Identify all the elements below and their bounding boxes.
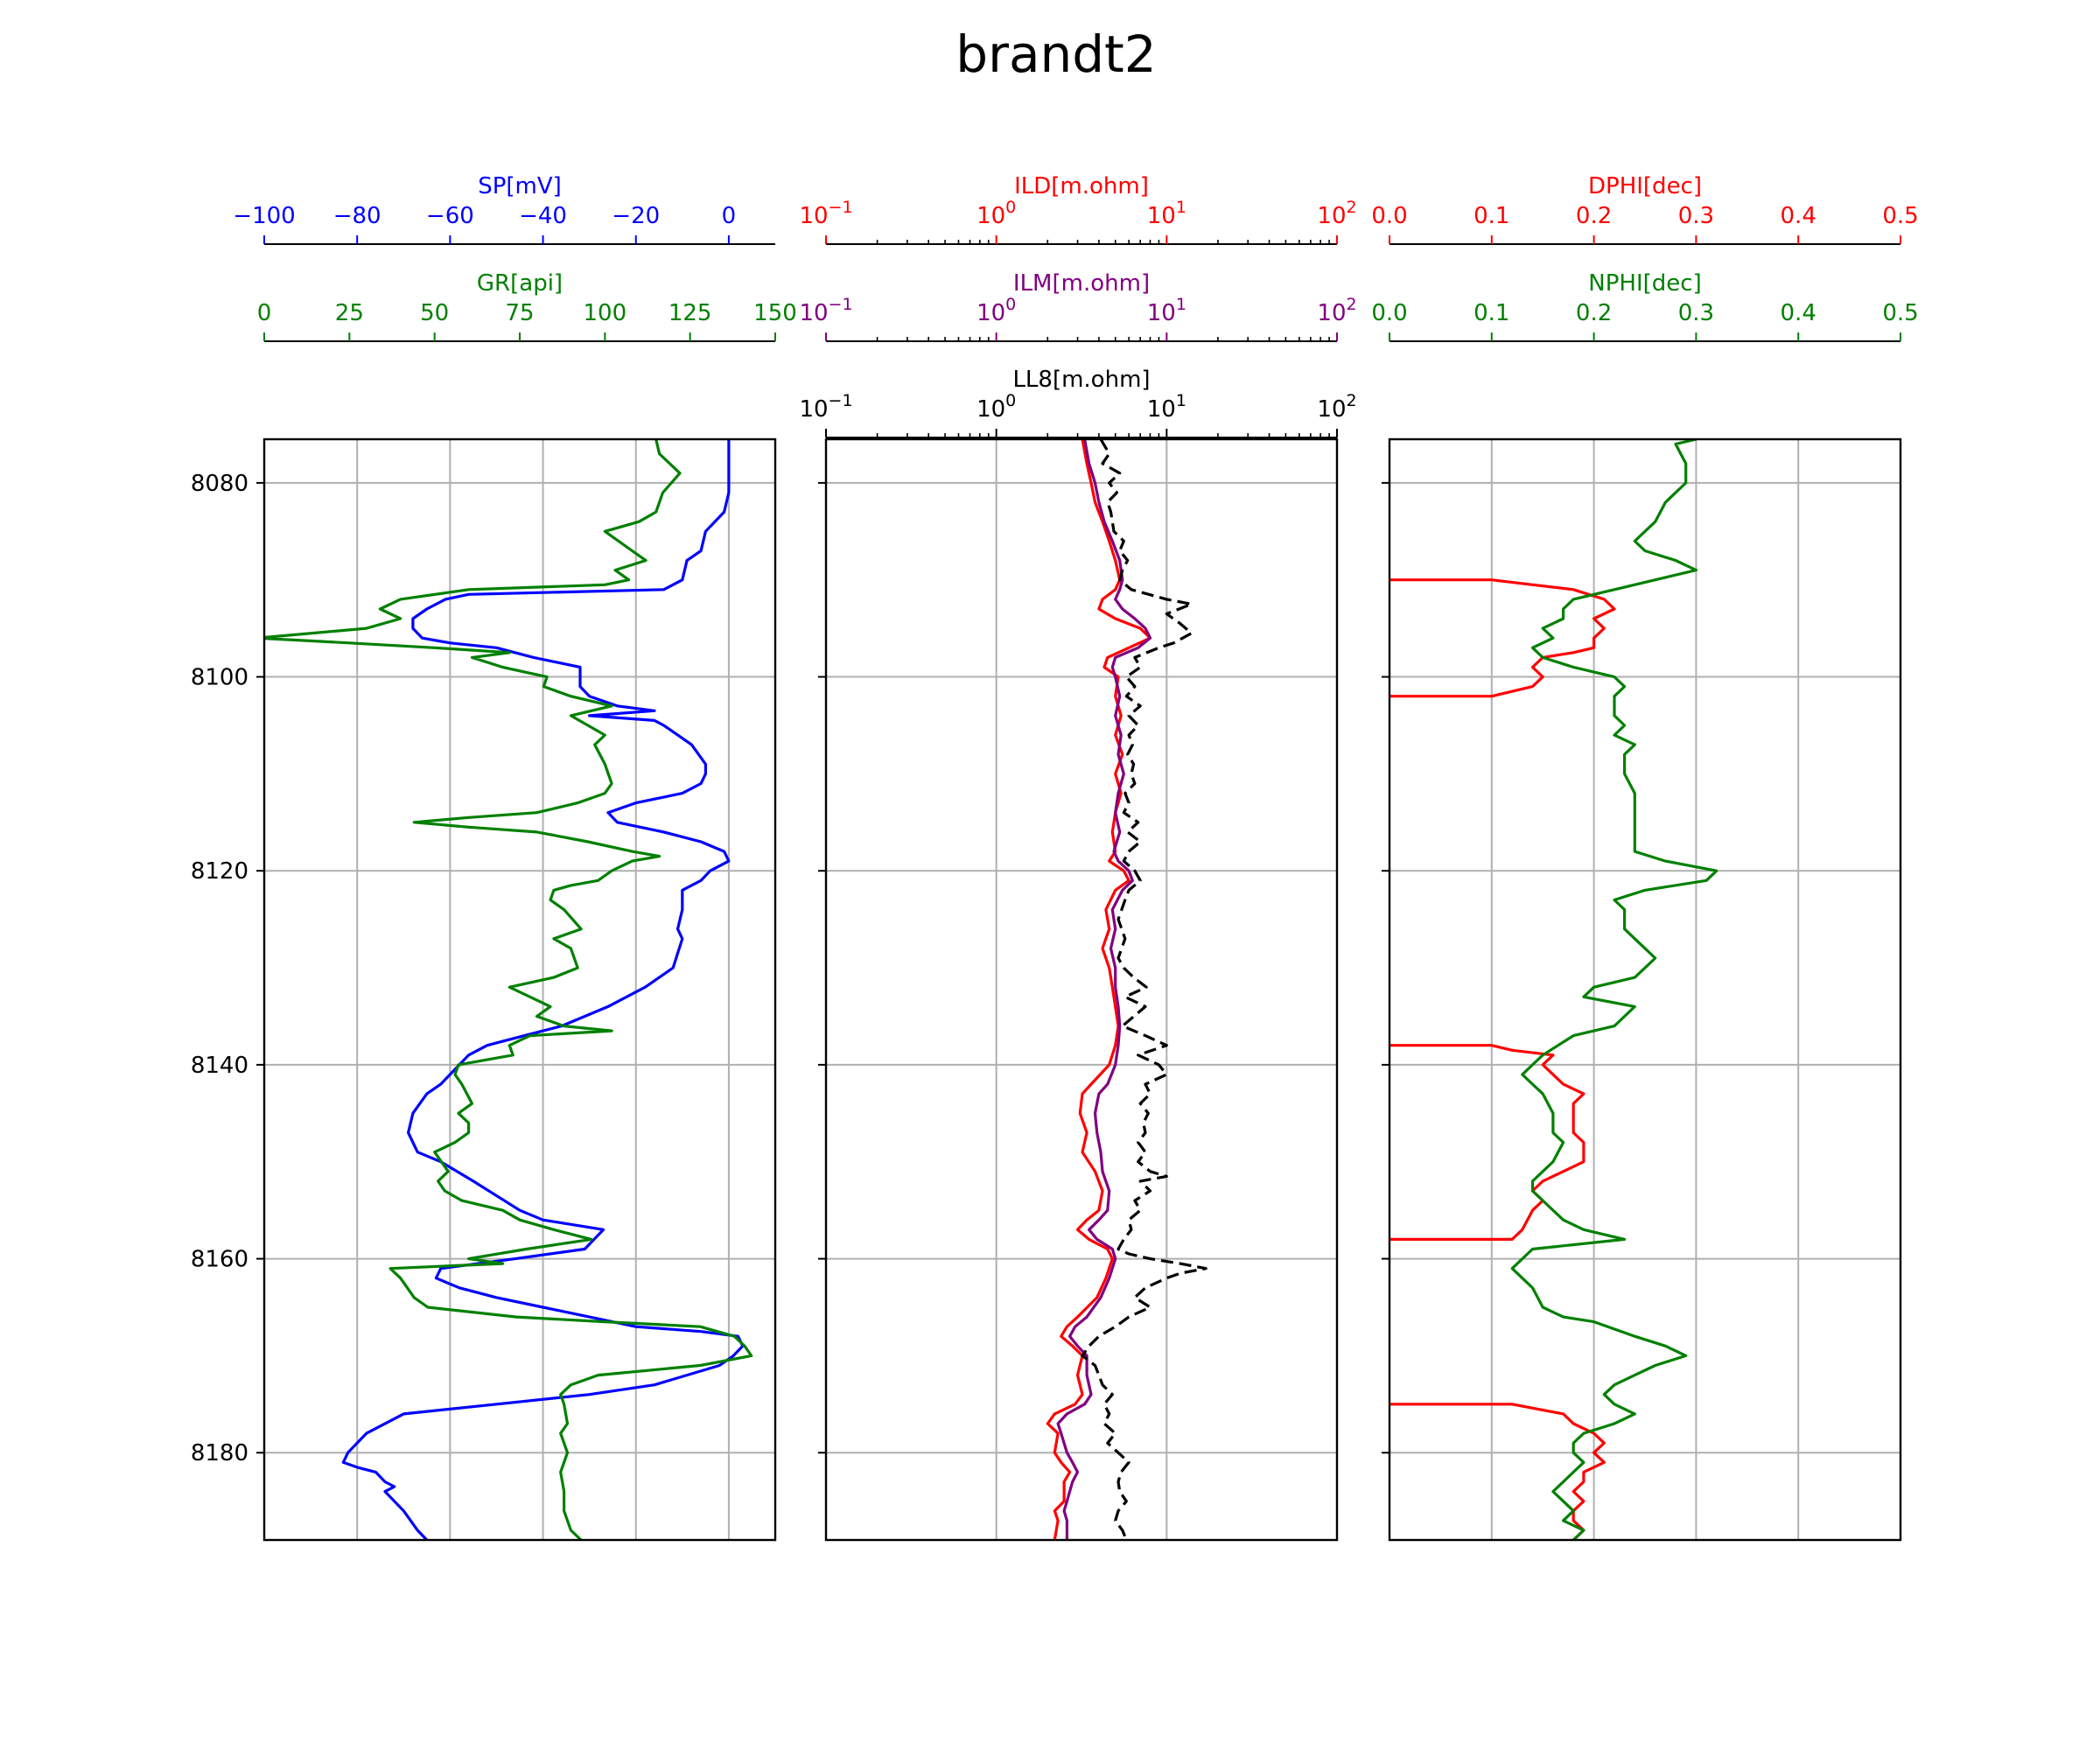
axis-tick-label: 10−1 — [799, 391, 852, 423]
axis-tick-label: 102 — [1317, 198, 1356, 229]
axis-tick-label: −40 — [519, 203, 567, 229]
series-gr-line — [264, 439, 753, 1540]
depth-tick-label: 8120 — [191, 858, 248, 885]
axis-nphi: 0.0 0.1 0.2 0.3 0.4 0.5 NPHI[dec] — [1371, 270, 1919, 342]
series-ild-line — [1046, 439, 1152, 1540]
axis-tick-label: 25 — [335, 300, 364, 326]
series-dphi-line — [1390, 1044, 1586, 1241]
axis-tick-label: −100 — [233, 203, 295, 229]
series-dphi-line — [1390, 578, 1616, 698]
tick-exponent: 0 — [1005, 198, 1016, 217]
axis-tick-label: 0.2 — [1576, 203, 1612, 229]
axis-tick-label: 100 — [584, 300, 627, 326]
axis-tick-label: 150 — [753, 300, 797, 326]
plot-frame — [824, 438, 1339, 1542]
gridlines — [826, 439, 1337, 1540]
axis-gr: 0 25 50 75 100 125 150 GR[api] — [257, 270, 797, 342]
axis-tick-label: 0 — [257, 300, 272, 326]
axis-label: ILD[m.ohm] — [1014, 173, 1149, 200]
series-sp-line — [341, 439, 745, 1540]
axis-tick-label: 0.2 — [1576, 300, 1612, 326]
track-1: 8080 8100 8120 8140 8160 8180 −100 −80 −60 −40 −20… — [191, 173, 797, 1542]
series-ll8-line — [1081, 439, 1208, 1540]
axis-label: SP[mV] — [478, 173, 562, 200]
series-dphi-line — [1390, 1403, 1606, 1540]
axis-tick-label: 75 — [505, 300, 534, 326]
axis-tick-label: 0.3 — [1678, 300, 1714, 326]
chart-title: brandt2 — [956, 24, 1156, 84]
axis-tick-label: 0.5 — [1882, 300, 1918, 326]
tick-exponent: 2 — [1347, 295, 1357, 314]
axis-tick-label: 50 — [420, 300, 449, 326]
gridlines — [264, 439, 775, 1540]
axis-tick-label: 101 — [1147, 295, 1186, 326]
plot-frame — [262, 438, 777, 1542]
depth-tick-label: 8140 — [191, 1053, 248, 1079]
axis-tick-label: 0.5 — [1882, 203, 1918, 229]
axis-tick-label: 0.1 — [1474, 203, 1509, 229]
axis-tick-label: 0.1 — [1474, 300, 1509, 326]
axis-tick-label: −20 — [612, 203, 660, 229]
series-nphi-line — [1510, 439, 1718, 1540]
axis-tick-label: 0.0 — [1371, 203, 1407, 229]
axis-tick-label: −60 — [426, 203, 474, 229]
tick-exponent: 1 — [1176, 295, 1186, 314]
axis-tick-label: 125 — [668, 300, 712, 326]
depth-tick-label: 8080 — [191, 471, 248, 497]
axis-tick-label: 101 — [1147, 198, 1186, 229]
tick-exponent: 0 — [1005, 295, 1016, 314]
axis-tick-label: 0.4 — [1781, 300, 1816, 326]
axis-label: LL8[m.ohm] — [1012, 367, 1150, 393]
axis-tick-label: 100 — [976, 198, 1016, 229]
depth-tick-label: 8160 — [191, 1247, 248, 1273]
plot-frame — [1388, 438, 1902, 1542]
tick-exponent: 2 — [1347, 198, 1357, 217]
series-group — [1390, 439, 1718, 1540]
depth-tick-label: 8100 — [191, 665, 248, 691]
axis-tick-label: 10−1 — [799, 198, 852, 229]
axis-tick-label: 100 — [976, 295, 1016, 326]
axis-label: DPHI[dec] — [1588, 173, 1702, 200]
axis-tick-label: 101 — [1147, 391, 1186, 423]
axis-tick-label: 100 — [976, 391, 1016, 423]
depth-tick-label: 8180 — [191, 1440, 248, 1466]
tick-exponent: 2 — [1347, 391, 1357, 410]
axis-label: ILM[m.ohm] — [1013, 270, 1150, 297]
tick-exponent: −1 — [829, 198, 853, 217]
gridlines — [1390, 439, 1900, 1540]
axis-tick-label: 102 — [1317, 391, 1356, 423]
tick-exponent: −1 — [829, 391, 853, 410]
axis-tick-label: 102 — [1317, 295, 1356, 326]
axis-dphi: 0.0 0.1 0.2 0.3 0.4 0.5 DPHI[dec] — [1371, 173, 1919, 245]
axis-tick-label: 10−1 — [799, 295, 852, 326]
tick-exponent: 0 — [1005, 391, 1016, 410]
axis-label: NPHI[dec] — [1588, 270, 1701, 297]
axis-tick-label: 0.0 — [1371, 300, 1407, 326]
tick-exponent: 1 — [1176, 391, 1186, 410]
series-group — [264, 439, 753, 1540]
axis-tick-label: 0 — [722, 203, 737, 229]
tick-exponent: 1 — [1176, 198, 1186, 217]
tick-exponent: −1 — [829, 295, 853, 314]
axis-tick-label: 0.4 — [1781, 203, 1816, 229]
axis-label: GR[api] — [477, 270, 563, 297]
series-group — [1046, 439, 1208, 1540]
axis-tick-label: −80 — [333, 203, 382, 229]
series-ilm-line — [1056, 439, 1152, 1540]
axis-sp: −100 −80 −60 −40 −20 0 SP[mV] — [233, 173, 775, 245]
axis-tick-label: 0.3 — [1678, 203, 1714, 229]
